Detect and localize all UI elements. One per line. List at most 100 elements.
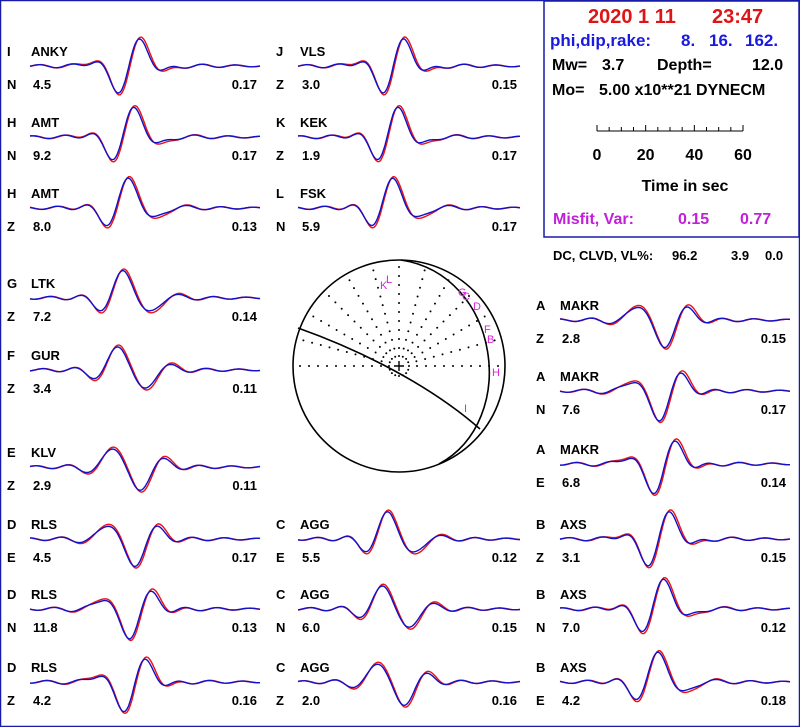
- station-label-L: L: [386, 274, 392, 286]
- station-code: A: [536, 442, 546, 457]
- grid-dot: [423, 339, 426, 342]
- grid-dot: [405, 372, 408, 375]
- grid-dot: [328, 346, 331, 349]
- trace-misfit: 0.15: [761, 331, 786, 346]
- grid-dot: [371, 318, 373, 321]
- component: E: [276, 550, 285, 565]
- trace-misfit: 0.15: [492, 77, 517, 92]
- grid-dot: [384, 312, 386, 315]
- station-name: AGG: [300, 587, 330, 602]
- variance-value: 0.77: [740, 211, 771, 228]
- synthetic-waveform: [29, 38, 261, 94]
- grid-dot: [419, 286, 421, 289]
- grid-dot: [334, 301, 337, 304]
- grid-dot: [483, 315, 486, 318]
- amplitude: 2.9: [33, 478, 51, 493]
- station-label-D: D: [473, 301, 481, 313]
- grid-dot: [437, 342, 439, 345]
- grid-dot: [452, 333, 455, 336]
- grid-dot: [415, 360, 418, 363]
- grid-dot: [411, 341, 414, 344]
- grid-dot: [366, 310, 369, 313]
- station-code: A: [536, 298, 546, 313]
- trace-misfit: 0.15: [492, 620, 517, 635]
- time-axis-tick-label: 40: [685, 147, 703, 164]
- trace-panel: C AGG E 5.5 0.12: [276, 509, 521, 565]
- grid-dot: [354, 353, 357, 356]
- station-code: C: [276, 587, 286, 602]
- trace-misfit: 0.16: [492, 693, 517, 708]
- synthetic-waveform: [559, 651, 791, 701]
- grid-dot: [412, 312, 414, 315]
- station-name: AGG: [300, 660, 330, 675]
- grid-dot: [407, 361, 410, 364]
- dc-label: DC, CLVD, VL%:: [553, 248, 653, 263]
- grid-dot: [388, 368, 391, 371]
- grid-dot: [380, 365, 382, 367]
- trace-panel: B AXS N 7.0 0.12: [536, 576, 791, 635]
- station-code: H: [7, 115, 16, 130]
- station-code: D: [7, 517, 16, 532]
- station-name: RLS: [31, 517, 57, 532]
- amplitude: 7.0: [562, 620, 580, 635]
- grid-dot: [455, 307, 458, 310]
- grid-dot: [362, 365, 364, 367]
- clvd-value: 3.9: [731, 248, 749, 263]
- grid-dot: [299, 365, 301, 367]
- component: Z: [7, 478, 15, 493]
- station-code: I: [7, 44, 11, 59]
- mo-label: Mo=: [552, 82, 584, 99]
- grid-dot: [379, 295, 382, 298]
- grid-dot: [319, 344, 322, 346]
- amplitude: 1.9: [302, 148, 320, 163]
- amplitude: 4.5: [33, 550, 51, 565]
- depth-label: Depth=: [657, 57, 712, 74]
- trace-misfit: 0.18: [761, 693, 786, 708]
- grid-dot: [476, 344, 479, 346]
- grid-dot: [423, 269, 426, 272]
- phi-value: 8.: [681, 31, 695, 50]
- grid-dot: [434, 365, 436, 367]
- info-box: 2020 1 11 23:47 phi,dip,rake: 8. 16. 162…: [543, 0, 800, 238]
- station-name: GUR: [31, 348, 61, 363]
- amplitude: 7.6: [562, 402, 580, 417]
- grid-dot: [441, 353, 444, 356]
- grid-dot: [452, 365, 454, 367]
- synthetic-waveform: [29, 270, 261, 312]
- grid-dot: [493, 339, 496, 342]
- synthetic-waveform: [559, 511, 791, 567]
- trace-panel: I ANKY N 4.5 0.17: [7, 36, 261, 96]
- grid-dot: [348, 279, 351, 282]
- grid-dot: [401, 374, 404, 377]
- trace-misfit: 0.17: [232, 77, 257, 92]
- grid-dot: [448, 314, 451, 317]
- grid-dot: [405, 338, 407, 341]
- grid-dot: [378, 345, 381, 348]
- station-name: AXS: [560, 660, 587, 675]
- component: N: [536, 620, 545, 635]
- component: Z: [7, 309, 15, 324]
- grid-dot: [353, 287, 355, 290]
- station-code: B: [536, 517, 545, 532]
- grid-dot: [416, 333, 418, 336]
- grid-dot: [416, 295, 419, 298]
- time-axis: 0 20 40 60: [593, 125, 752, 164]
- amplitude: 7.2: [33, 309, 51, 324]
- trace-misfit: 0.11: [232, 381, 257, 396]
- grid-dot: [468, 295, 470, 297]
- nodal-plane-2: [297, 327, 481, 430]
- station-label-F: F: [484, 324, 491, 336]
- trace-panel: H AMT Z 8.0 0.13: [7, 175, 261, 234]
- amplitude: 3.4: [33, 381, 52, 396]
- stereonet-grid-dots: [299, 266, 499, 377]
- grid-dot: [417, 345, 420, 348]
- synthetic-waveform: [559, 372, 791, 422]
- grid-dot: [312, 315, 315, 318]
- component: Z: [536, 331, 544, 346]
- station-name: ANKY: [31, 44, 68, 59]
- grid-dot: [484, 341, 487, 344]
- station-code: H: [7, 186, 16, 201]
- amplitude: 4.5: [33, 77, 51, 92]
- trace-misfit: 0.17: [761, 402, 786, 417]
- station-name: MAKR: [560, 369, 600, 384]
